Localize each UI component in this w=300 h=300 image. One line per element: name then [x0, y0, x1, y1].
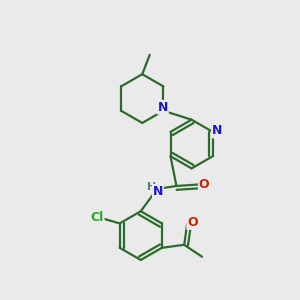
Text: N: N: [158, 101, 168, 114]
Text: O: O: [199, 178, 209, 191]
Text: N: N: [153, 185, 163, 198]
Text: N: N: [212, 124, 222, 137]
Text: H: H: [147, 182, 156, 192]
Text: O: O: [187, 216, 198, 229]
Text: Cl: Cl: [91, 211, 104, 224]
